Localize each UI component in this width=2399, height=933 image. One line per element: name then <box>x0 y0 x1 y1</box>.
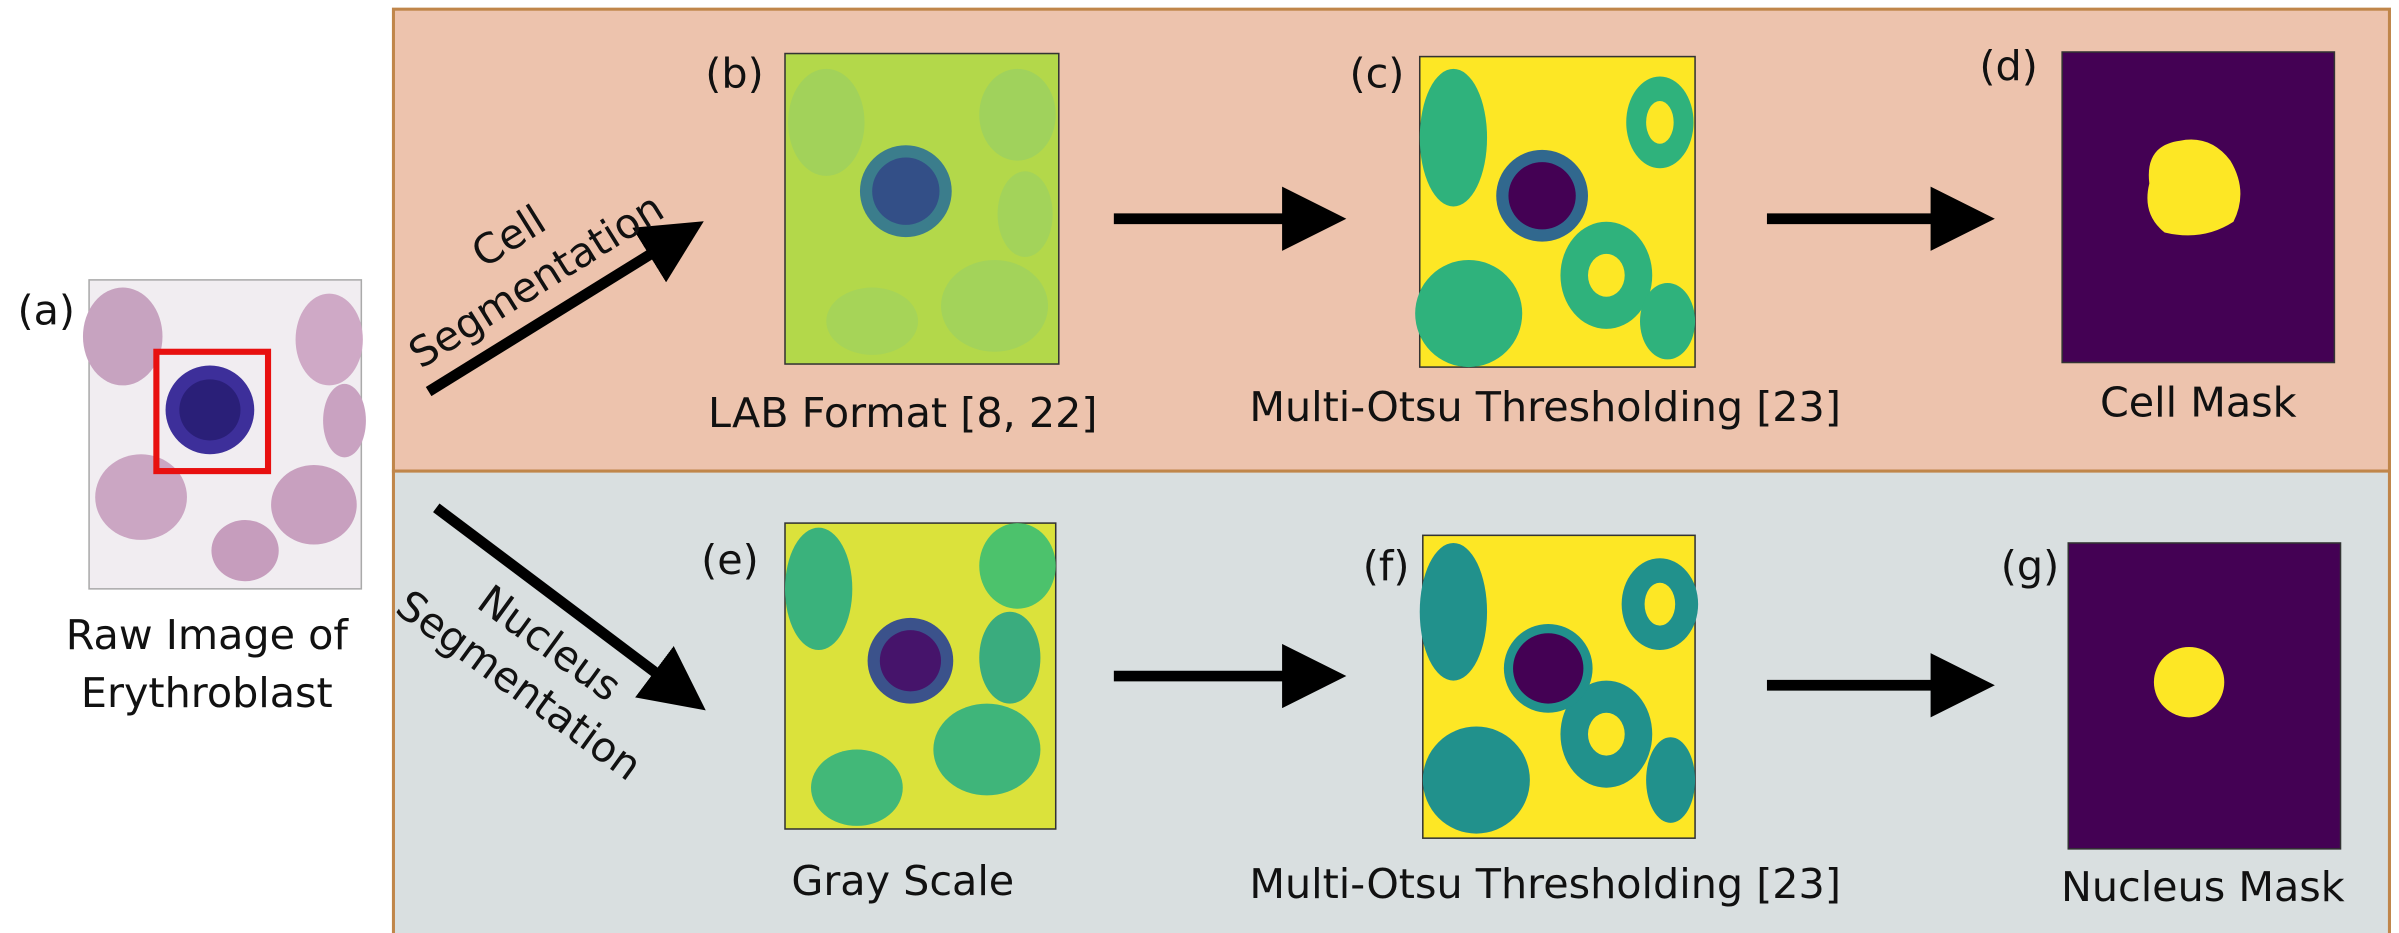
panel-label: (a) <box>17 287 75 335</box>
otsu-image <box>1420 535 1698 838</box>
figure: (a) Raw Image of Erythroblast Cell Segme… <box>0 0 2399 933</box>
panel-label: (d) <box>1979 42 2037 90</box>
caption: Multi-Otsu Thresholding [23] <box>1249 383 1841 431</box>
panel-label: (c) <box>1349 49 1404 97</box>
caption: Nucleus Mask <box>2061 863 2345 911</box>
caption: Gray Scale <box>791 857 1014 905</box>
lab-image <box>785 54 1059 364</box>
caption: LAB Format [8, 22] <box>708 389 1097 437</box>
caption: Multi-Otsu Thresholding [23] <box>1249 860 1841 908</box>
caption: Cell Mask <box>2100 378 2297 426</box>
otsu-image <box>1415 57 1695 367</box>
cell-mask-image <box>2062 52 2334 362</box>
caption: Raw Image of <box>66 611 350 659</box>
panel-label: (e) <box>701 536 759 584</box>
panel-label: (b) <box>705 49 763 97</box>
panel-label: (g) <box>2001 542 2059 590</box>
gray-image <box>785 523 1056 829</box>
raw-image <box>83 280 366 589</box>
panel-label: (f) <box>1363 542 1410 590</box>
nucleus-mask-image <box>2068 543 2340 849</box>
caption: Erythroblast <box>81 669 333 717</box>
